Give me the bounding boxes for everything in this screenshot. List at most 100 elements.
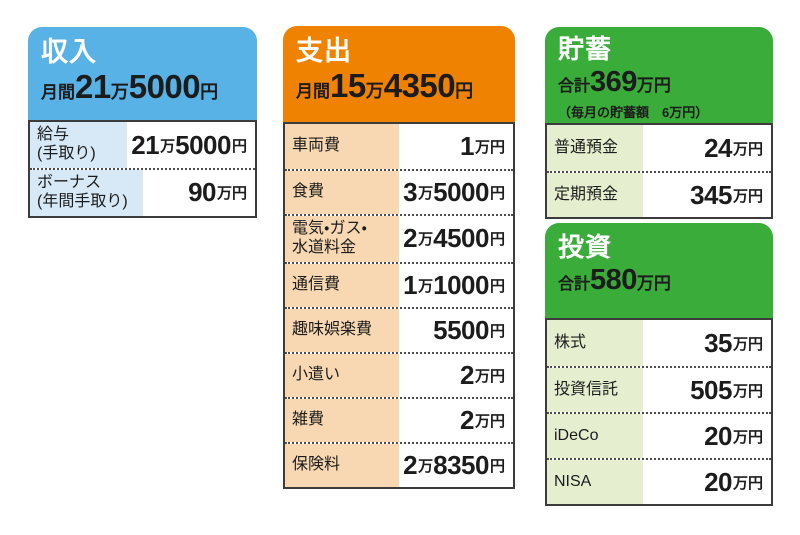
row-value: 2 万 8350 円 <box>399 444 513 487</box>
expense-amount-prefix: 月間 <box>296 82 330 102</box>
amount-number: 3 <box>403 177 418 207</box>
savings-note: （毎月の貯蓄額 6万円） <box>558 104 709 120</box>
investment-table: 株式 35 万円 投資信託 505 万円 iDeCo 20 万円 NISA 20 万円 <box>545 318 773 506</box>
row-value: 3 万 5000 円 <box>399 171 513 214</box>
amount-number: 580 <box>590 264 637 297</box>
row-label: iDeCo <box>547 414 644 458</box>
row-value: 35 万円 <box>643 320 771 366</box>
amount-number: 2 <box>460 359 474 390</box>
amount-unit: 円 <box>489 277 505 295</box>
row-label: 投資信託 <box>547 368 644 412</box>
amount-number: 20 <box>704 420 732 451</box>
row-value: 90 万円 <box>143 170 256 216</box>
amount-unit: 万円 <box>732 382 763 400</box>
amount-number: 35 <box>704 327 732 358</box>
amount-number: 2 <box>460 404 474 435</box>
income-amount-prefix: 月間 <box>41 83 75 103</box>
expense-title: 支出 <box>296 36 352 66</box>
amount-unit: 万円 <box>732 335 763 353</box>
amount-unit: 万円 <box>732 428 763 446</box>
row-label: 小遣い <box>285 353 399 397</box>
row-value: 345 万円 <box>643 173 771 217</box>
amount-unit: 万 <box>160 137 176 155</box>
amount-unit: 万円 <box>732 474 763 492</box>
expense-table: 車両費 1 万円 食費 3 万 5000 円電気・ガス・ 水道料金 2 万 4500 円通信費 1 万 10… <box>283 122 515 489</box>
amount-unit: 万 <box>365 81 384 102</box>
amount-number: 21 <box>75 68 111 106</box>
table-row: 雑費 2 万円 <box>285 396 513 442</box>
amount-unit: 万 <box>418 231 434 249</box>
table-row: 車両費 1 万円 <box>285 124 513 169</box>
income-amount: 月間21万5000円 <box>41 70 245 105</box>
row-label: 通信費 <box>285 263 399 307</box>
savings-title: 貯蓄 <box>558 34 613 64</box>
expense-panel: 支出 月間15万4350円 車両費 1 万円 食費 3 万 5000 円電気・ガス・ 水道料金… <box>283 26 515 489</box>
table-row: 株式 35 万円 <box>547 320 771 366</box>
amount-unit: 万 <box>418 277 434 295</box>
expense-amount: 月間15万4350円 <box>296 69 503 104</box>
investment-amount-prefix: 合計 <box>558 276 591 294</box>
amount-number: 20 <box>704 466 732 497</box>
row-label: 雑費 <box>285 398 399 442</box>
income-table: 給与 (手取り) 21 万 5000 円ボーナス (年間手取り) 90 万円 <box>28 120 257 218</box>
amount-unit: 円 <box>455 81 474 102</box>
amount-unit: 円 <box>231 137 247 155</box>
savings-header: 貯蓄 合計369万円 （毎月の貯蓄額 6万円） <box>545 27 773 123</box>
table-row: 給与 (手取り) 21 万 5000 円 <box>30 122 255 168</box>
amount-number: 5000 <box>433 177 489 207</box>
table-row: 投資信託 505 万円 <box>547 366 771 412</box>
row-label: 保険料 <box>285 443 399 487</box>
table-row: 普通預金 24 万円 <box>547 125 771 171</box>
row-value: 505 万円 <box>643 368 771 412</box>
investment-title: 投資 <box>558 232 613 262</box>
income-amount-value: 21万5000円 <box>75 70 219 105</box>
table-row: 通信費 1 万 1000 円 <box>285 261 513 307</box>
expense-amount-value: 15万4350円 <box>330 69 474 104</box>
row-value: 5500 円 <box>399 309 513 352</box>
row-label: 趣味娯楽費 <box>285 308 399 352</box>
row-label: NISA <box>547 460 644 504</box>
amount-number: 369 <box>590 66 637 99</box>
table-row: ボーナス (年間手取り) 90 万円 <box>30 168 255 216</box>
row-label: 給与 (手取り) <box>30 122 128 168</box>
income-title: 収入 <box>41 37 97 67</box>
table-row: 小遣い 2 万円 <box>285 351 513 397</box>
amount-unit: 万円 <box>216 185 247 203</box>
amount-unit: 円 <box>489 185 505 202</box>
amount-number: 5500 <box>433 314 489 345</box>
table-row: NISA 20 万円 <box>547 458 771 504</box>
row-value: 24 万円 <box>643 125 771 171</box>
row-label: 株式 <box>547 320 644 366</box>
amount-number: 4350 <box>383 67 456 105</box>
amount-number: 15 <box>330 67 366 105</box>
row-value: 2 万円 <box>399 354 513 397</box>
savings-panel: 貯蓄 合計369万円 （毎月の貯蓄額 6万円） 普通預金 24 万円 定期預金 345 万… <box>545 27 773 219</box>
amount-number: 1000 <box>433 269 489 300</box>
amount-unit: 万円 <box>474 139 505 156</box>
savings-amount-value: 369万円 <box>590 67 671 97</box>
amount-unit: 円 <box>200 82 219 103</box>
savings-amount: 合計369万円 <box>558 67 761 97</box>
row-label: ボーナス (年間手取り) <box>30 170 143 216</box>
row-label: 車両費 <box>285 124 399 169</box>
amount-number: 5000 <box>128 68 201 106</box>
amount-unit: 万円 <box>474 367 505 385</box>
amount-unit: 円 <box>489 231 505 249</box>
amount-number: 505 <box>690 374 732 405</box>
row-value: 1 万円 <box>399 124 513 169</box>
amount-unit: 円 <box>489 322 505 340</box>
table-row: 趣味娯楽費 5500 円 <box>285 306 513 352</box>
amount-number: 2 <box>403 449 418 480</box>
amount-unit: 円 <box>489 457 505 475</box>
amount-number: 1 <box>403 269 418 300</box>
expense-header: 支出 月間15万4350円 <box>283 26 515 122</box>
row-label: 電気・ガス・ 水道料金 <box>285 216 399 262</box>
table-row: 電気・ガス・ 水道料金 2 万 4500 円 <box>285 214 513 262</box>
row-label: 食費 <box>285 171 399 214</box>
table-row: 保険料 2 万 8350 円 <box>285 441 513 487</box>
amount-number: 4500 <box>433 223 489 254</box>
amount-number: 1 <box>460 131 474 161</box>
investment-amount: 合計580万円 <box>558 265 761 295</box>
amount-number: 21 <box>131 129 160 160</box>
